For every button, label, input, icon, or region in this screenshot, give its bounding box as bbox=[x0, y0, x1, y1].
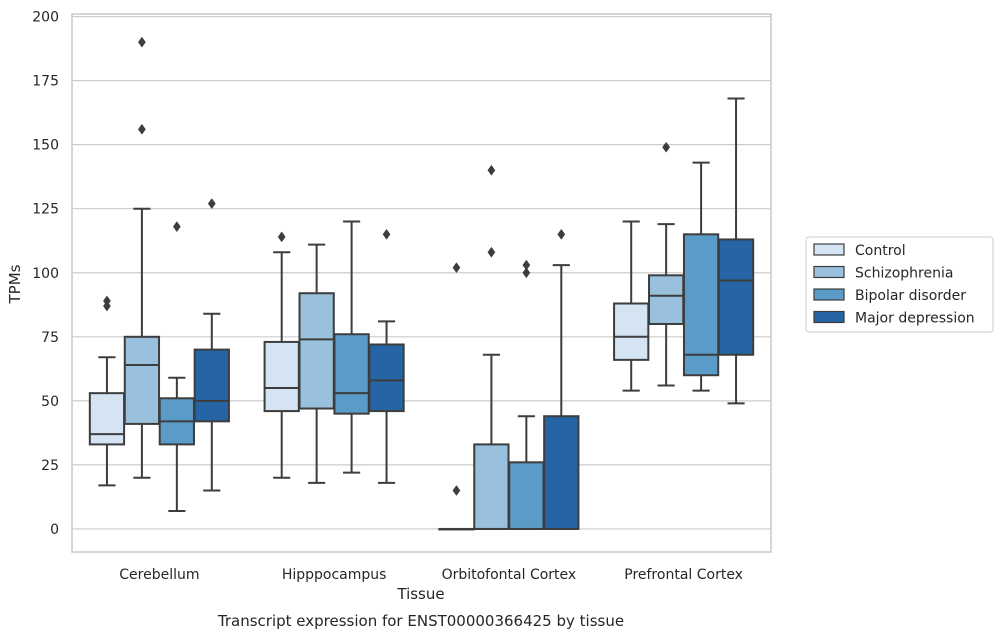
box-major-depression bbox=[368, 228, 405, 484]
y-tick-label: 125 bbox=[32, 202, 59, 218]
box-iqr bbox=[333, 333, 370, 415]
box-control bbox=[88, 295, 126, 487]
box-iqr bbox=[368, 343, 405, 413]
box-major-depression bbox=[193, 198, 230, 492]
outlier-point bbox=[662, 141, 671, 153]
box-control bbox=[263, 231, 300, 479]
outlier-point bbox=[382, 228, 391, 240]
outlier-point bbox=[277, 231, 286, 243]
y-tick-label: 50 bbox=[41, 394, 59, 410]
plot-frame bbox=[71, 13, 772, 553]
legend-frame bbox=[805, 236, 994, 333]
legend-swatch bbox=[813, 288, 845, 301]
x-tick-label: Cerebellum bbox=[119, 567, 199, 583]
outlier-point bbox=[487, 246, 496, 258]
legend-label: Bipolar disorder bbox=[855, 288, 966, 304]
box-iqr bbox=[508, 461, 545, 530]
outlier-point bbox=[557, 228, 566, 240]
box-iqr bbox=[543, 415, 580, 530]
y-tick-label: 75 bbox=[41, 330, 59, 346]
x-axis-label: Tissue bbox=[396, 585, 444, 603]
box-iqr bbox=[648, 274, 685, 325]
outlier-point bbox=[452, 262, 461, 274]
outlier-point bbox=[522, 259, 531, 271]
y-tick-label: 150 bbox=[32, 138, 59, 154]
box-schizophrenia bbox=[473, 164, 510, 530]
box-schizophrenia bbox=[648, 141, 685, 387]
x-tick-labels: Cerebellum Hipppocampus Orbitofontal Corte… bbox=[119, 567, 743, 583]
outlier-point bbox=[137, 123, 146, 135]
legend: Control Schizophrenia Bipolar disorder Majo… bbox=[805, 236, 994, 333]
y-tick-label: 0 bbox=[50, 522, 59, 538]
box-iqr bbox=[123, 335, 161, 425]
legend-items: Control Schizophrenia Bipolar disorder Majo… bbox=[813, 243, 975, 327]
box-bipolar-disorder bbox=[333, 220, 370, 474]
box-schizophrenia bbox=[298, 243, 335, 484]
outlier-point bbox=[103, 295, 111, 307]
x-tick-label: Prefrontal Cortex bbox=[624, 567, 743, 583]
box-iqr bbox=[473, 443, 510, 530]
outlier-point bbox=[487, 164, 496, 176]
box-bipolar-disorder bbox=[682, 161, 720, 392]
box-control bbox=[438, 262, 475, 531]
y-axis-label: TPMs bbox=[6, 264, 24, 304]
box-control bbox=[613, 220, 650, 392]
box-iqr bbox=[298, 292, 335, 410]
legend-swatch bbox=[813, 243, 845, 256]
y-tick-label: 25 bbox=[41, 458, 59, 474]
outlier-point bbox=[207, 198, 216, 210]
box-major-depression bbox=[543, 228, 580, 530]
x-tick-label: Orbitofontal Cortex bbox=[442, 567, 577, 583]
y-tick-label: 200 bbox=[32, 10, 59, 26]
box-bipolar-disorder bbox=[508, 259, 545, 530]
legend-label: Control bbox=[855, 243, 906, 259]
box-iqr bbox=[613, 302, 650, 361]
chart-caption: Transcript expression for ENST0000036642… bbox=[217, 612, 624, 630]
box-iqr bbox=[193, 348, 230, 423]
legend-swatch bbox=[813, 265, 845, 279]
y-tick-labels: 0 25 50 75 100 125 150 175 200 bbox=[32, 10, 59, 538]
box-iqr bbox=[717, 238, 755, 356]
box-iqr bbox=[263, 340, 300, 413]
legend-swatch bbox=[813, 310, 845, 324]
box-iqr bbox=[88, 392, 126, 446]
outlier-point bbox=[452, 485, 461, 496]
y-tick-label: 100 bbox=[32, 266, 59, 282]
box-schizophrenia bbox=[123, 36, 161, 479]
legend-label: Schizophrenia bbox=[855, 266, 953, 282]
y-tick-label: 175 bbox=[32, 74, 59, 90]
legend-label: Major depression bbox=[855, 311, 975, 327]
x-tick-label: Hipppocampus bbox=[282, 567, 387, 583]
box-major-depression bbox=[717, 97, 755, 405]
outlier-point bbox=[172, 221, 181, 233]
outlier-point bbox=[522, 267, 531, 279]
outlier-point bbox=[137, 36, 146, 48]
boxes bbox=[88, 36, 755, 531]
box-bipolar-disorder bbox=[158, 221, 195, 513]
